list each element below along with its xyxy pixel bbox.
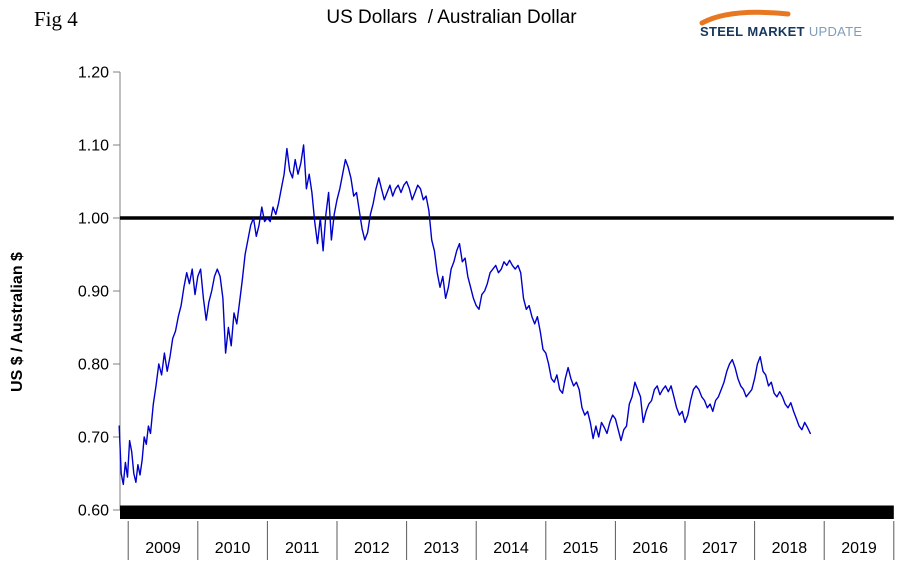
x-tick-label: 2013 [424,540,460,557]
y-tick-label: 0.60 [78,503,109,520]
chart-title: US Dollars / Australian Dollar [326,7,577,28]
logo-text-steel: STEEL [700,24,744,39]
x-tick-label: 2012 [354,540,390,557]
x-tick-label: 2011 [285,540,320,557]
x-tick-label: 2018 [772,540,808,557]
x-tick-label: 2015 [563,540,599,557]
y-tick-label: 1.20 [78,65,109,82]
logo-text-update: UPDATE [808,24,863,39]
x-tick-label: 2017 [702,540,738,557]
y-tick-label: 0.70 [78,430,109,447]
x-axis-bar [120,505,894,519]
figure-label: Fig 4 [34,7,78,31]
y-tick-label: 1.10 [78,138,109,155]
logo-text-market: MARKET [747,24,805,39]
y-tick-label: 1.00 [78,211,109,228]
y-tick-label: 0.90 [78,284,109,301]
logo-text: STEEL MARKET UPDATE [700,24,862,39]
exchange-rate-line [118,144,811,486]
x-tick-label: 2016 [632,540,668,557]
steel-market-update-logo: STEEL MARKET UPDATE [699,8,875,46]
x-tick-label: 2014 [493,540,529,557]
y-tick-label: 0.80 [78,357,109,374]
x-tick-label: 2009 [145,540,181,557]
x-tick-label: 2019 [841,540,877,557]
x-tick-label: 2010 [215,540,251,557]
logo-swoosh-icon [699,9,791,26]
